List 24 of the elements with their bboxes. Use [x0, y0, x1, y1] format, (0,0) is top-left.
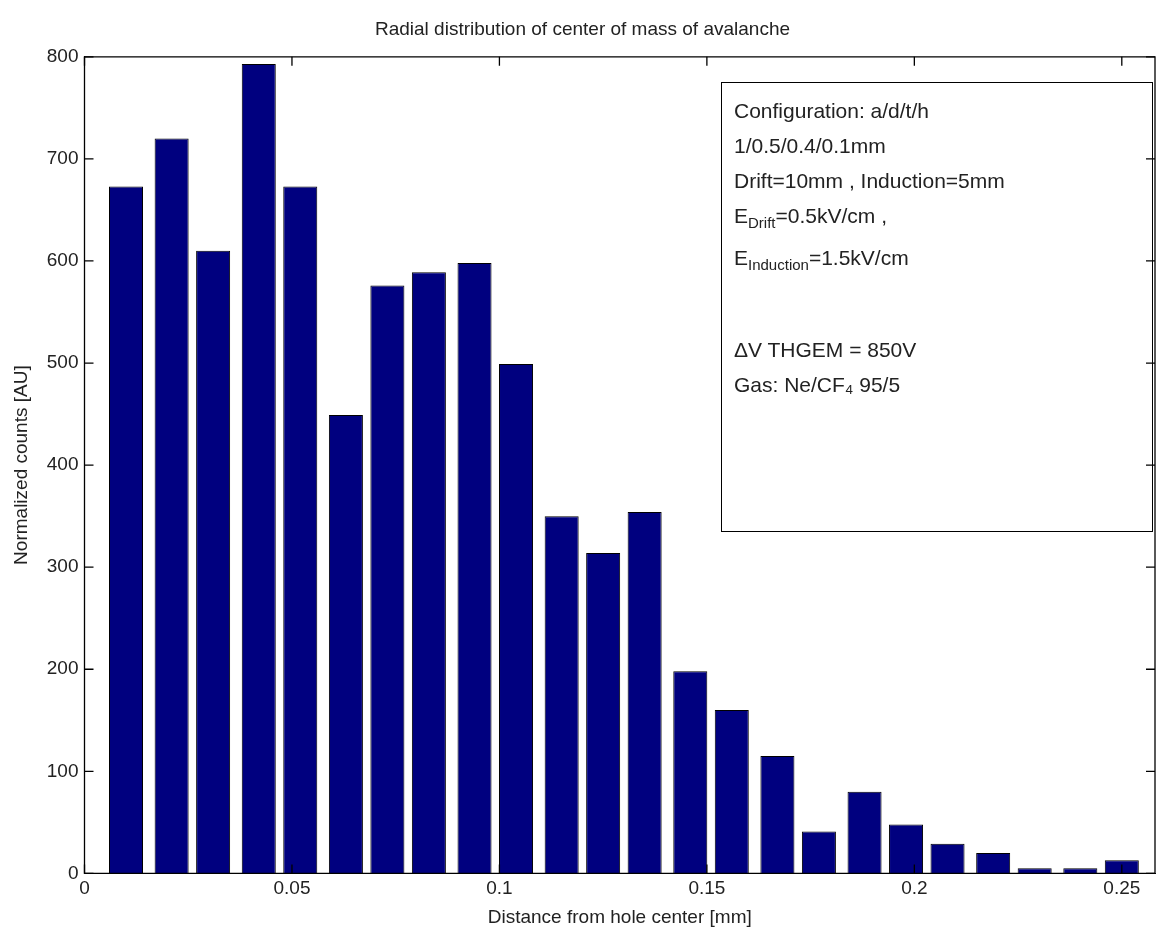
y-tick-label: 700 [46, 147, 79, 169]
x-tick-label: 0.15 [688, 877, 726, 899]
annotation: Configuration: a/d/t/h [734, 98, 930, 124]
y-tick-label: 0 [67, 861, 79, 883]
annotation: Drift=10mm , Induction=5mm [734, 168, 1006, 194]
y-tick-label: 300 [46, 555, 79, 577]
annotation: ΔV THGEM = 850V [734, 337, 918, 364]
annotation: Gas: Ne/CF₄ 95/5 [734, 372, 902, 399]
annotation: E$_{Induction}$=1.5kV/cm [734, 245, 910, 276]
annotation: 1/0.5/0.4/0.1mm [734, 133, 887, 159]
y-tick-label: 400 [46, 453, 79, 475]
chart-title: Radial distribution of center of mass of avalanche [374, 17, 791, 39]
x-axis-title: Distance from hole center [mm] [487, 905, 752, 927]
y-tick-label: 100 [46, 759, 79, 781]
y-tick-label: 600 [46, 249, 79, 271]
y-tick-label: 200 [46, 657, 79, 679]
x-tick-label: 0.2 [901, 877, 928, 899]
x-tick-label: 0.1 [486, 877, 513, 899]
x-tick-label: 0.05 [273, 877, 311, 899]
annotation: E$_{Drift}$=0.5kV/cm , [734, 203, 888, 234]
x-tick-label: 0.25 [1103, 877, 1141, 899]
y-tick-label: 800 [46, 45, 79, 67]
y-tick-label: 500 [46, 351, 79, 373]
y-axis-title: Normalized counts [AU] [9, 365, 31, 565]
